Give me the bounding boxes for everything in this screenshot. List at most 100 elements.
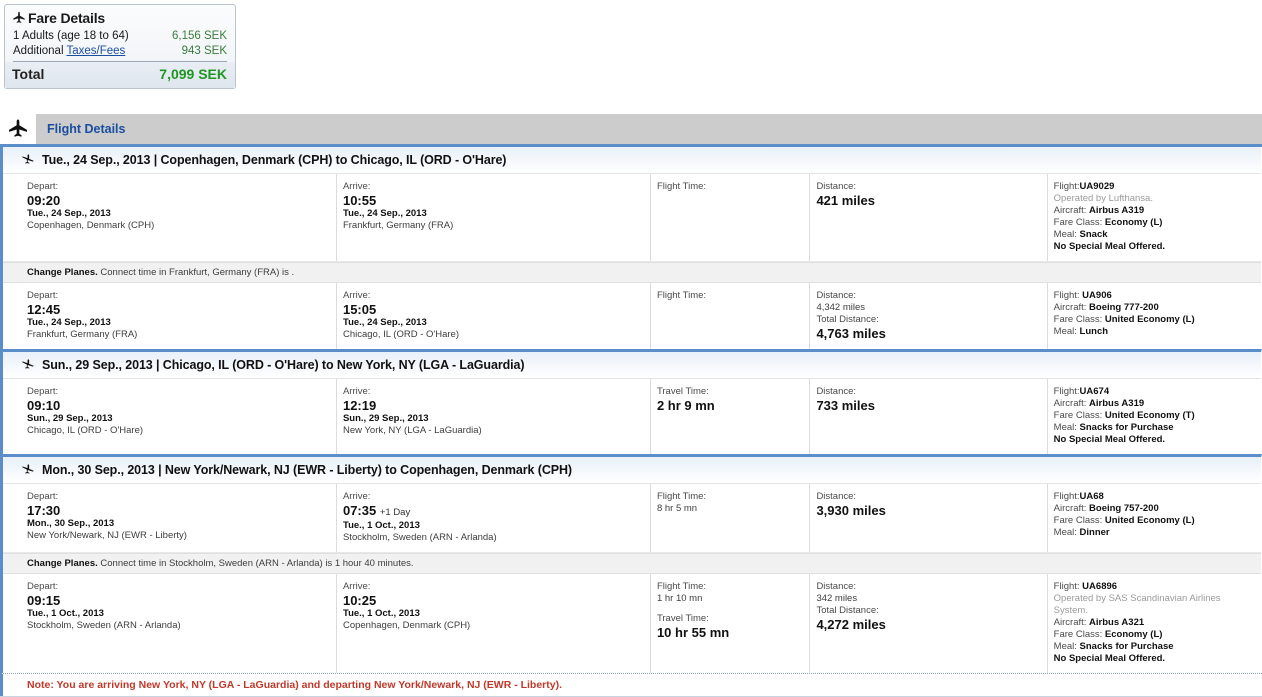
meal-label: Meal: (1053, 422, 1077, 433)
arrive-column: Arrive: 10:55 Tue., 24 Sep., 2013 Frankf… (337, 174, 651, 261)
change-planes-label: Change Planes. (27, 558, 98, 569)
segment-header-text: Sun., 29 Sep., 2013 | Chicago, IL (ORD -… (42, 358, 525, 372)
arrive-date: Tue., 24 Sep., 2013 (342, 208, 427, 219)
depart-place: Chicago, IL (ORD - O'Hare) (27, 425, 144, 436)
aircraft-line: Aircraft: Airbus A319 (1054, 398, 1255, 410)
flight-info-column: Flight: UA906 Aircraft: Boeing 777-200 F… (1048, 283, 1261, 349)
distance-value: 4,342 miles (816, 302, 866, 313)
depart-label: Depart: (27, 491, 59, 502)
depart-place: Frankfurt, Germany (FRA) (27, 329, 138, 340)
arrive-place: New York, NY (LGA - LaGuardia) (342, 425, 482, 436)
change-planes-text: Connect time in Stockholm, Sweden (ARN -… (97, 558, 414, 569)
arrive-time-value: 07:35 (342, 503, 377, 518)
flight-time-label: Flight Time: (656, 181, 707, 192)
depart-label: Depart: (27, 386, 59, 397)
airplane-icon (21, 463, 35, 477)
distance-label: Distance: (816, 386, 857, 397)
flight-time-column: Flight Time: (651, 174, 811, 261)
special-meal-note: No Special Meal Offered. (1053, 434, 1166, 445)
arrive-label: Arrive: (342, 290, 371, 301)
depart-time-value: 09:20 (27, 193, 61, 208)
total-distance-value: 4,763 miles (816, 326, 886, 341)
depart-column: Depart: 12:45 Tue., 24 Sep., 2013 Frankf… (3, 283, 337, 349)
fare-class-line: Fare Class: United Economy (L) (1054, 515, 1255, 527)
flight-segment: Sun., 29 Sep., 2013 | Chicago, IL (ORD -… (0, 349, 1262, 454)
depart-time: 12:45 (27, 302, 61, 317)
aircraft-line: Aircraft: Boeing 777-200 (1054, 302, 1255, 314)
fare-details-box: Fare Details 1 Adults (age 18 to 64) 6,1… (4, 4, 236, 89)
flight-time-column: Flight Time: 8 hr 5 mn (651, 484, 811, 552)
arrival-departure-note: Note: You are arriving New York, NY (LGA… (0, 673, 1262, 696)
arrive-column: Arrive: 15:05 Tue., 24 Sep., 2013 Chicag… (337, 283, 651, 349)
fare-class-line: Fare Class: Economy (L) (1054, 217, 1255, 229)
travel-time-value: 2 hr 9 mn (656, 398, 715, 413)
flight-number: UA906 (1079, 290, 1112, 301)
depart-date: Tue., 1 Oct., 2013 (27, 608, 104, 619)
arrive-day-offset: +1 Day (379, 507, 411, 518)
aircraft-value: Airbus A319 (1089, 398, 1145, 409)
distance-value: 342 miles (816, 593, 858, 604)
fare-class-line: Fare Class: Economy (L) (1054, 629, 1255, 641)
tab-flight-details[interactable]: Flight Details (47, 122, 126, 136)
fare-row-amount: 6,156 SEK (172, 30, 227, 42)
arrive-time: 07:35 +1 Day (343, 503, 644, 520)
fare-class-value: United Economy (T) (1104, 410, 1195, 421)
distance-column: Distance: 3,930 miles (810, 484, 1048, 552)
flight-leg: Depart: 09:10 Sun., 29 Sep., 2013 Chicag… (3, 379, 1261, 454)
flight-leg: Depart: 17:30 Mon., 30 Sep., 2013 New Yo… (3, 484, 1261, 553)
flight-info-column: Flight:UA9029 Operated by Lufthansa. Air… (1048, 174, 1261, 261)
depart-time: 09:10 (27, 398, 61, 413)
arrive-date: Tue., 1 Oct., 2013 (342, 608, 420, 619)
travel-time-label: Travel Time: (656, 613, 709, 624)
flight-number-line: Flight: UA906 (1054, 290, 1255, 302)
meal-value: Dinner (1079, 527, 1110, 538)
fare-class-value: Economy (L) (1104, 629, 1163, 640)
segment-header-text: Tue., 24 Sep., 2013 | Copenhagen, Denmar… (42, 153, 507, 167)
depart-label: Depart: (27, 581, 59, 592)
arrive-column: Arrive: 07:35 +1 Day Tue., 1 Oct., 2013 … (337, 484, 651, 552)
flight-segment: Tue., 24 Sep., 2013 | Copenhagen, Denmar… (0, 147, 1262, 349)
flight-details-panel: Flight Details Tue., 24 Sep., 2013 | Cop… (0, 114, 1262, 697)
depart-date: Tue., 24 Sep., 2013 (27, 317, 111, 328)
meal-label: Meal: (1053, 229, 1077, 240)
meal-label: Meal: (1053, 641, 1077, 652)
flight-number-line: Flight: UA6896 (1054, 581, 1255, 593)
arrive-place: Stockholm, Sweden (ARN - Arlanda) (342, 532, 497, 543)
fare-total-amount: 7,099 SEK (159, 66, 227, 82)
arrive-label: Arrive: (342, 181, 371, 192)
total-distance-label: Total Distance: (816, 314, 879, 325)
special-meal-note: No Special Meal Offered. (1053, 241, 1166, 252)
airplane-icon (21, 358, 35, 372)
flight-time-label: Flight Time: (656, 491, 707, 502)
arrive-date: Sun., 29 Sep., 2013 (342, 413, 429, 424)
aircraft-label: Aircraft: (1053, 398, 1087, 409)
flight-number-line: Flight:UA674 (1054, 386, 1255, 398)
meal-line: Meal: Dinner (1054, 527, 1255, 539)
arrive-time: 12:19 (342, 398, 377, 413)
flight-label: Flight: (1053, 491, 1080, 502)
distance-label: Distance: (816, 181, 857, 192)
taxes-fees-link[interactable]: Taxes/Fees (66, 45, 126, 57)
fare-class-label: Fare Class: (1053, 410, 1103, 421)
flight-time-value: 8 hr 5 mn (656, 503, 698, 514)
distance-column: Distance: 4,342 miles Total Distance: 4,… (810, 283, 1048, 349)
aircraft-value: Boeing 757-200 (1089, 503, 1159, 514)
fare-total-label: Total (12, 66, 45, 82)
flight-number: UA68 (1079, 491, 1104, 502)
arrive-date: Tue., 1 Oct., 2013 (342, 520, 420, 531)
change-planes-notice: Change Planes. Connect time in Stockholm… (3, 553, 1261, 574)
special-meal-note: No Special Meal Offered. (1053, 653, 1166, 664)
aircraft-value: Airbus A319 (1089, 205, 1145, 216)
flight-number: UA6896 (1079, 581, 1118, 592)
arrive-date: Tue., 24 Sep., 2013 (342, 317, 427, 328)
segment-header-text: Mon., 30 Sep., 2013 | New York/Newark, N… (42, 463, 572, 477)
distance-column: Distance: 733 miles (810, 379, 1048, 454)
arrive-time-value: 10:55 (342, 193, 377, 208)
distance-value: 733 miles (816, 398, 875, 413)
arrive-label: Arrive: (342, 491, 371, 502)
total-distance-value: 4,272 miles (816, 617, 886, 632)
depart-date: Mon., 30 Sep., 2013 (27, 518, 115, 529)
fare-total-row: Total 7,099 SEK (5, 62, 235, 88)
meal-value: Snack (1079, 229, 1108, 240)
aircraft-label: Aircraft: (1053, 205, 1087, 216)
